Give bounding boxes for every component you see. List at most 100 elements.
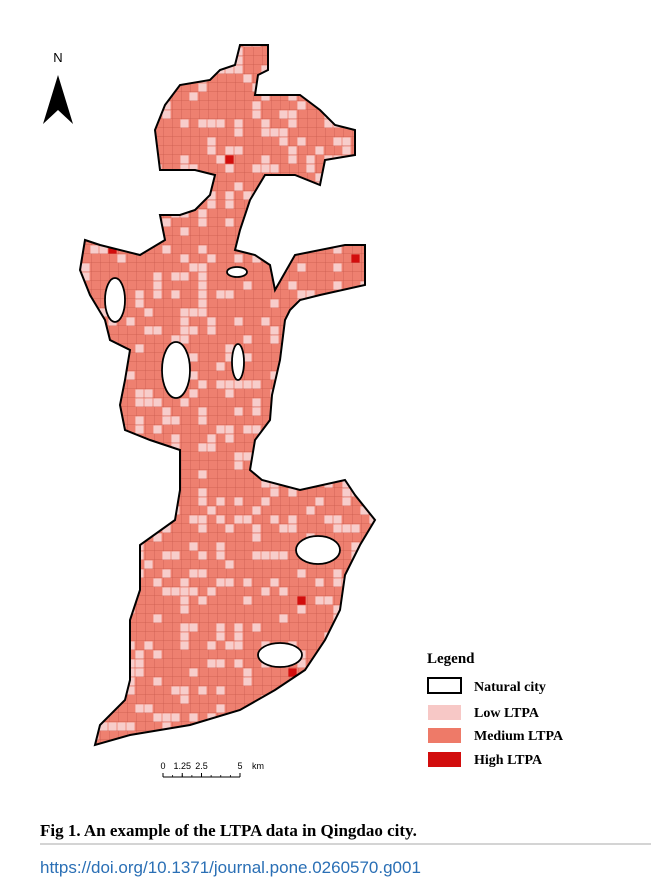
low-cell bbox=[324, 407, 333, 416]
low-cell bbox=[297, 101, 306, 110]
low-cell bbox=[81, 506, 90, 515]
low-cell bbox=[198, 488, 207, 497]
low-cell bbox=[189, 587, 198, 596]
low-cell bbox=[207, 641, 216, 650]
low-cell bbox=[108, 506, 117, 515]
low-cell bbox=[207, 146, 216, 155]
low-cell bbox=[153, 101, 162, 110]
low-cell bbox=[369, 560, 375, 569]
low-cell bbox=[117, 173, 126, 182]
low-cell bbox=[144, 236, 153, 245]
legend-label: Natural city bbox=[474, 680, 546, 695]
caption: Fig 1. An example of the LTPA data in Qi… bbox=[40, 821, 417, 840]
low-cell bbox=[378, 650, 386, 658]
low-cell bbox=[378, 452, 386, 460]
low-cell bbox=[198, 281, 207, 290]
low-cell bbox=[198, 731, 207, 740]
low-cell bbox=[216, 362, 225, 371]
low-cell bbox=[144, 740, 153, 745]
low-cell bbox=[315, 434, 324, 443]
low-cell bbox=[378, 542, 386, 550]
low-cell bbox=[189, 542, 198, 551]
low-cell bbox=[216, 515, 225, 524]
low-cell bbox=[189, 731, 198, 740]
low-cell bbox=[351, 317, 360, 326]
low-cell bbox=[369, 533, 375, 542]
low-cell bbox=[279, 236, 288, 245]
low-cell bbox=[387, 416, 395, 424]
low-cell bbox=[333, 263, 342, 272]
low-cell bbox=[162, 524, 171, 533]
low-cell bbox=[279, 128, 288, 137]
low-cell bbox=[153, 398, 162, 407]
low-cell bbox=[315, 497, 324, 506]
low-cell bbox=[90, 614, 99, 623]
scale-unit: km bbox=[252, 761, 264, 771]
low-cell bbox=[189, 713, 198, 722]
low-cell bbox=[324, 47, 333, 56]
low-cell bbox=[234, 722, 243, 731]
low-cell bbox=[225, 200, 234, 209]
low-cell bbox=[80, 92, 81, 101]
low-cell bbox=[99, 524, 108, 533]
low-cell bbox=[81, 695, 90, 704]
low-cell bbox=[252, 461, 261, 470]
low-cell bbox=[216, 542, 225, 551]
low-cell bbox=[144, 173, 153, 182]
low-cell bbox=[351, 209, 360, 218]
scale-label: 2.5 bbox=[195, 761, 208, 771]
low-cell bbox=[108, 101, 117, 110]
low-cell bbox=[288, 380, 297, 389]
low-cell bbox=[270, 335, 279, 344]
low-cell bbox=[288, 92, 297, 101]
low-cell bbox=[243, 515, 252, 524]
low-cell bbox=[108, 137, 117, 146]
low-cell bbox=[198, 308, 207, 317]
low-cell bbox=[270, 299, 279, 308]
low-cell bbox=[261, 317, 270, 326]
low-cell bbox=[243, 677, 252, 686]
low-cell bbox=[297, 290, 306, 299]
low-cell bbox=[252, 524, 261, 533]
low-cell bbox=[387, 83, 395, 91]
low-cell bbox=[270, 218, 279, 227]
low-cell bbox=[198, 290, 207, 299]
low-cell bbox=[81, 524, 90, 533]
low-cell bbox=[225, 524, 234, 533]
hole bbox=[231, 343, 245, 381]
low-cell bbox=[288, 281, 297, 290]
low-cell bbox=[234, 128, 243, 137]
low-cell bbox=[180, 335, 189, 344]
holes bbox=[104, 266, 341, 668]
low-cell bbox=[333, 137, 342, 146]
low-cell bbox=[342, 632, 351, 641]
low-cell bbox=[171, 686, 180, 695]
low-cell bbox=[288, 515, 297, 524]
low-cell bbox=[135, 344, 144, 353]
low-cell bbox=[270, 56, 279, 65]
low-cell bbox=[207, 722, 216, 731]
low-cell bbox=[126, 227, 135, 236]
low-cell bbox=[234, 452, 243, 461]
low-cell bbox=[333, 245, 342, 254]
low-cell bbox=[243, 74, 252, 83]
low-cell bbox=[252, 425, 261, 434]
low-cell bbox=[153, 45, 162, 47]
low-cell bbox=[198, 686, 207, 695]
low-cell bbox=[207, 443, 216, 452]
low-cell bbox=[171, 434, 180, 443]
low-cell bbox=[324, 515, 333, 524]
low-cell bbox=[387, 479, 395, 487]
low-cell bbox=[189, 326, 198, 335]
low-cell bbox=[351, 731, 360, 740]
low-cell bbox=[252, 254, 261, 263]
low-cell bbox=[261, 713, 270, 722]
low-cell bbox=[216, 551, 225, 560]
low-cell bbox=[252, 110, 261, 119]
low-cell bbox=[315, 146, 324, 155]
doi-link[interactable]: https://doi.org/10.1371/journal.pone.026… bbox=[40, 858, 421, 877]
low-cell bbox=[288, 227, 297, 236]
low-cell bbox=[80, 380, 81, 389]
low-cell bbox=[315, 659, 324, 668]
